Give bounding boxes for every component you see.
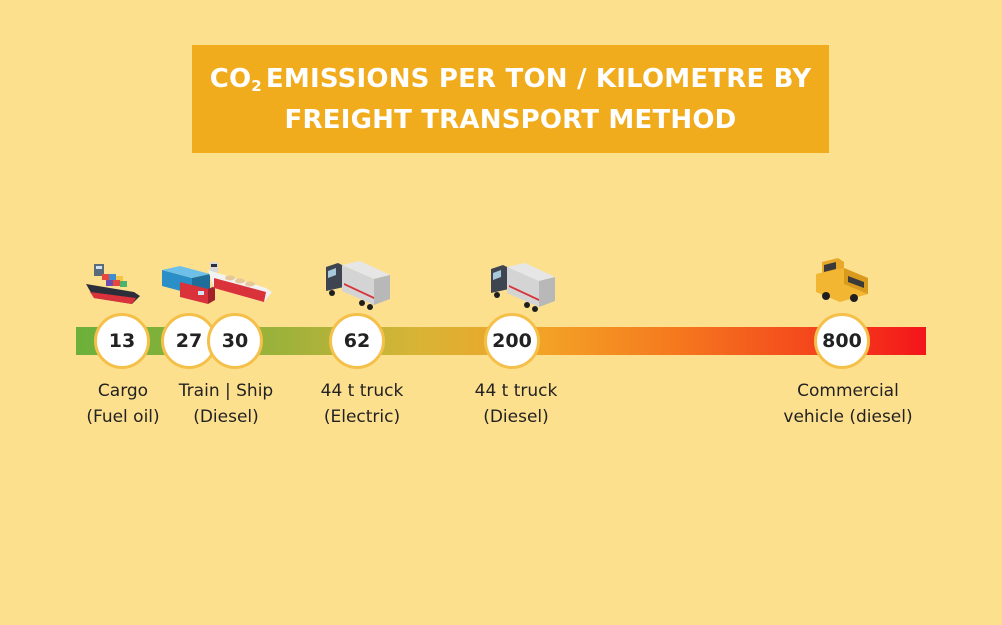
label-truck-diesel-line-2: (Diesel) [483, 407, 549, 427]
marker-27: 27 [161, 313, 217, 369]
ship-icon [208, 262, 272, 302]
title-banner: CO 2 EMISSIONS PER TON / KILOMETRE BY FREI… [192, 45, 829, 153]
label-train-ship-line-1: Train | Ship [178, 381, 274, 401]
label-truck-diesel: 44 t truck (Diesel) [475, 378, 558, 430]
train-icon [162, 266, 215, 304]
marker-30: 30 [207, 313, 263, 369]
label-commercial: Commercial vehicle (diesel) [783, 378, 912, 430]
marker-13: 13 [94, 313, 150, 369]
label-train-ship-line-2: (Diesel) [193, 407, 259, 427]
label-truck-electric-line-1: 44 t truck [320, 381, 404, 401]
cargo-ship-icon [86, 264, 140, 304]
label-truck-electric: 44 t truck (Electric) [321, 378, 404, 430]
label-cargo-line-1: Cargo [97, 381, 149, 401]
title-line-1-text: EMISSIONS PER TON / KILOMETRE BY [265, 63, 812, 94]
label-cargo-line-2: (Fuel oil) [86, 407, 160, 427]
diesel-truck-icon [491, 263, 555, 312]
title-co2-subscript: 2 [251, 76, 262, 95]
marker-200: 200 [484, 313, 540, 369]
label-train-ship: Train | Ship (Diesel) [179, 378, 273, 430]
label-cargo: Cargo (Fuel oil) [86, 378, 159, 430]
electric-truck-icon [326, 261, 390, 310]
marker-62: 62 [329, 313, 385, 369]
title-co2: CO [209, 63, 252, 94]
title-line-1: CO 2 EMISSIONS PER TON / KILOMETRE BY [210, 60, 812, 101]
label-truck-electric-line-2: (Electric) [323, 407, 401, 427]
label-commercial-line-2: vehicle (diesel) [783, 407, 913, 427]
commercial-van-icon [816, 258, 868, 302]
marker-800: 800 [814, 313, 870, 369]
label-commercial-line-1: Commercial [797, 381, 899, 401]
title-line-2: FREIGHT TRANSPORT METHOD [284, 104, 737, 135]
label-truck-diesel-line-1: 44 t truck [474, 381, 558, 401]
